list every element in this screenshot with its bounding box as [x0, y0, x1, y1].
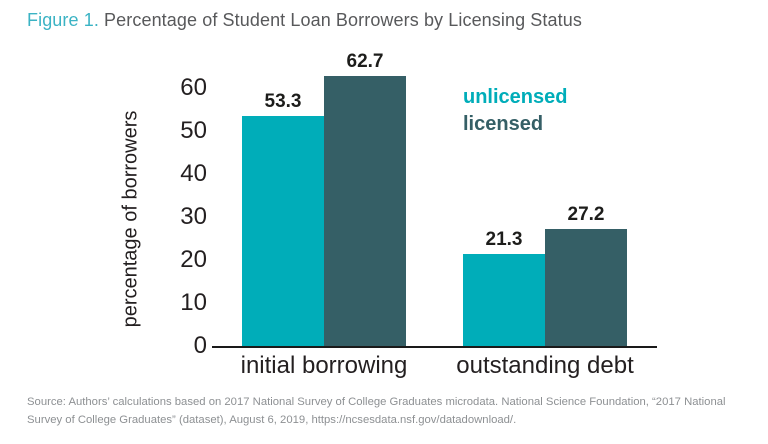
- figure-title-text: Percentage of Student Loan Borrowers by …: [104, 10, 582, 30]
- legend-item-licensed: licensed: [463, 113, 544, 135]
- figure-title: Figure 1. Percentage of Student Loan Bor…: [27, 10, 582, 31]
- y-tick-40: 40: [180, 159, 207, 187]
- bar-licensed-initial-borrowing: [324, 75, 406, 346]
- y-axis-ticks: 0 10 20 30 40 50 60: [140, 66, 207, 359]
- x-axis-label-1: outstanding debt: [456, 352, 634, 379]
- value-label-licensed-1: 27.2: [567, 203, 605, 225]
- x-axis-labels: initial borrowing outstanding debt: [0, 352, 768, 384]
- bar-unlicensed-initial-borrowing: [242, 116, 324, 346]
- value-label-unlicensed-0: 53.3: [264, 91, 302, 113]
- figure-label: Figure 1.: [27, 10, 99, 30]
- x-axis-label-0: initial borrowing: [240, 352, 408, 379]
- y-tick-50: 50: [180, 116, 207, 144]
- y-tick-30: 30: [180, 202, 207, 230]
- bar-unlicensed-outstanding-debt: [463, 254, 545, 346]
- source-note: Source: Authors’ calculations based on 2…: [27, 396, 726, 426]
- value-label-licensed-0: 62.7: [346, 50, 384, 72]
- value-label-unlicensed-1: 21.3: [485, 229, 523, 251]
- bar-licensed-outstanding-debt: [545, 228, 627, 346]
- y-tick-20: 20: [180, 245, 207, 273]
- plot-area: 53.3 62.7 21.3 27.2: [212, 51, 657, 348]
- legend-item-unlicensed: unlicensed: [463, 86, 568, 108]
- y-tick-0: 0: [193, 332, 207, 359]
- y-tick-10: 10: [180, 288, 207, 316]
- y-tick-60: 60: [180, 73, 207, 101]
- chart-legend: unlicensed licensed: [463, 84, 567, 138]
